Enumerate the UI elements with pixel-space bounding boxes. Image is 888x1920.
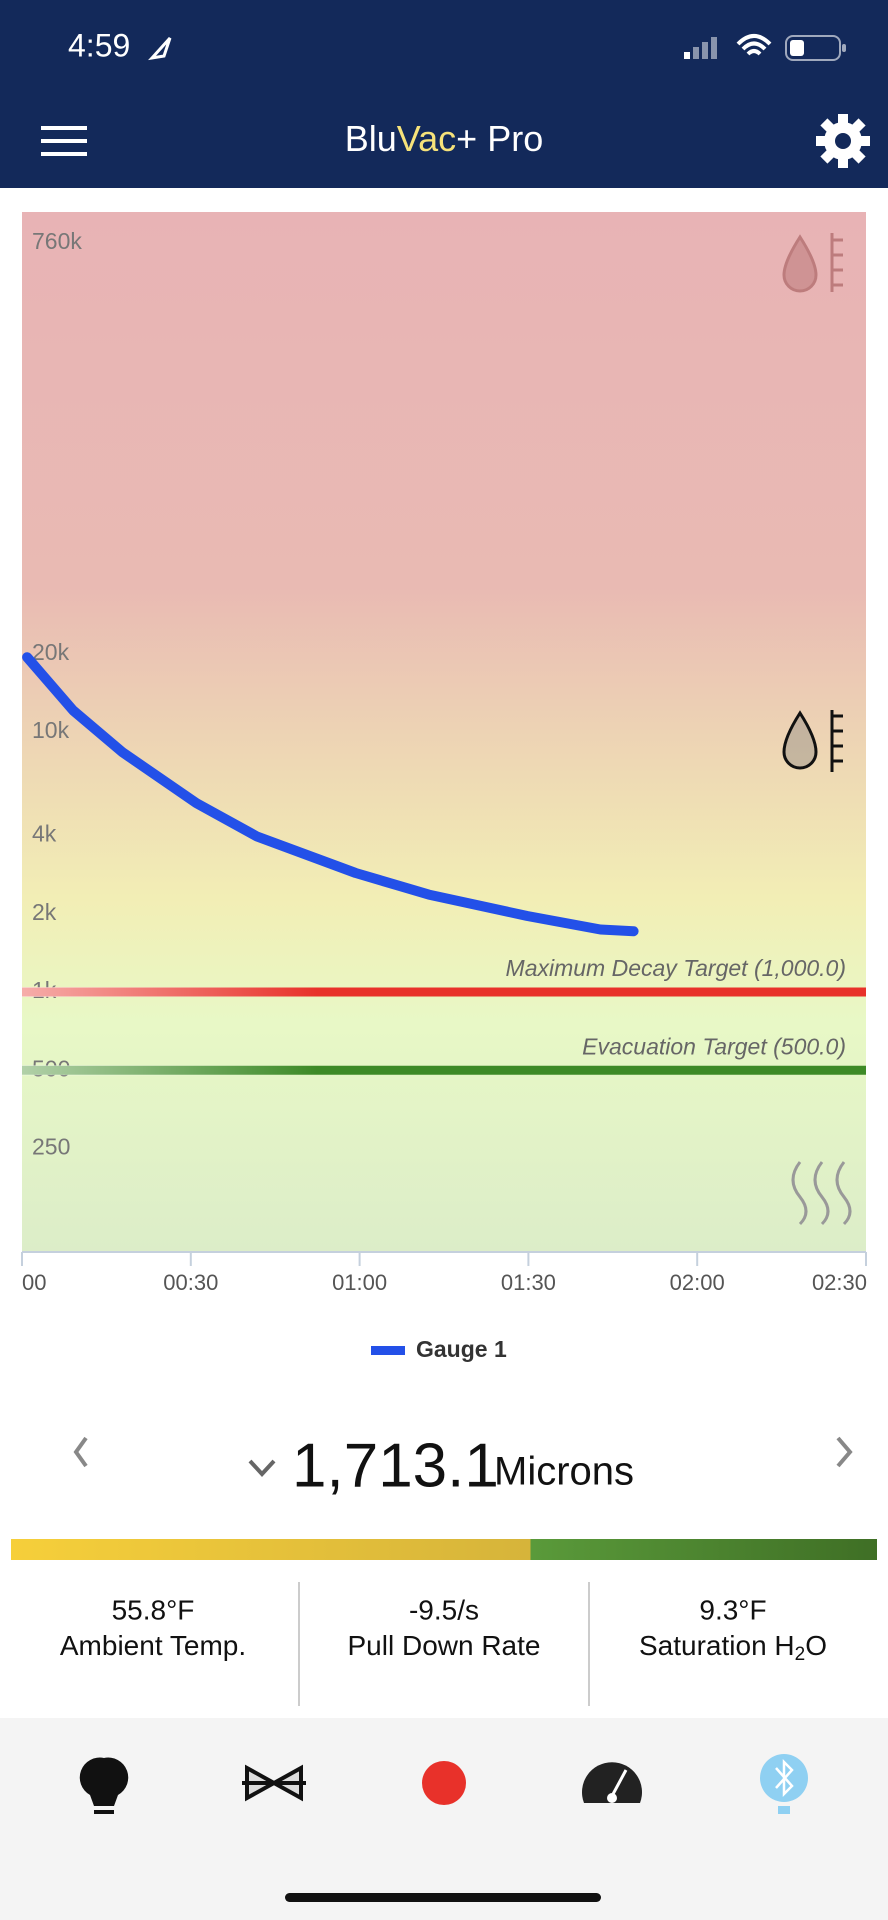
y-tick-label: 760k (32, 228, 82, 254)
stat-label: Ambient Temp. (60, 1630, 246, 1661)
threshold-fade (22, 1065, 866, 1076)
stat-label-part: Ambient Temp. (60, 1630, 246, 1661)
app-title: BluVac+ Pro (345, 118, 543, 159)
home-indicator (285, 1893, 601, 1902)
threshold-label: Evacuation Target (500.0) (582, 1033, 846, 1059)
tab-bluetooth[interactable] (760, 1754, 808, 1814)
x-tick-label: 00:30 (163, 1270, 218, 1295)
settings-button[interactable] (816, 114, 870, 168)
battery-icon (785, 35, 846, 61)
signal-icon (684, 37, 717, 59)
x-tick-label: 00 (22, 1270, 46, 1295)
series-line (22, 652, 639, 937)
tab-bar (0, 1718, 888, 1920)
prev-button[interactable] (73, 1436, 88, 1468)
legend-label[interactable]: Gauge 1 (416, 1336, 507, 1362)
stat-label: Pull Down Rate (348, 1630, 541, 1661)
x-tick-label: 02:30 (812, 1270, 867, 1295)
stat-label: Saturation H2O (639, 1630, 827, 1665)
humidity-icon (782, 233, 843, 293)
x-tick-label: 02:00 (670, 1270, 725, 1295)
y-tick-label: 250 (32, 1134, 70, 1160)
next-button[interactable] (836, 1436, 853, 1468)
legend-swatch (371, 1346, 405, 1355)
status-time: 4:59 (68, 27, 130, 63)
tab-valve[interactable] (242, 1764, 306, 1802)
stat-label-part: Saturation H (639, 1630, 795, 1661)
y-tick-label: 20k (32, 639, 70, 665)
menu-button[interactable] (41, 126, 87, 156)
x-tick-label: 01:30 (501, 1270, 556, 1295)
progress-bar (11, 1539, 877, 1560)
stat-value: -9.5/s (409, 1594, 479, 1625)
heat-icon (791, 1161, 852, 1226)
tab-record[interactable] (422, 1761, 466, 1805)
reading-unit: Microns (494, 1450, 634, 1494)
stat-value: 55.8°F (112, 1594, 195, 1625)
trend-indicator (248, 1459, 276, 1477)
location-icon (148, 36, 172, 61)
x-tick-label: 01:00 (332, 1270, 387, 1295)
threshold-fade (22, 987, 866, 997)
stat-label-part: O (805, 1630, 827, 1661)
stat-value: 9.3°F (699, 1594, 766, 1625)
y-tick-label: 10k (32, 717, 70, 743)
tab-light[interactable] (79, 1757, 129, 1814)
title-part: Blu (345, 118, 397, 159)
threshold-label: Maximum Decay Target (1,000.0) (506, 955, 846, 981)
stat-label-part: Pull Down Rate (348, 1630, 541, 1661)
moisture-icon (782, 710, 843, 772)
y-tick-label: 4k (32, 821, 57, 847)
title-part: Vac (397, 118, 456, 159)
tab-gauge[interactable] (582, 1762, 643, 1803)
plot-background (22, 212, 866, 1252)
title-part: + Pro (456, 118, 543, 159)
reading-value: 1,713.1 (292, 1431, 499, 1500)
y-tick-label: 2k (32, 899, 57, 925)
header-bar (0, 0, 888, 188)
wifi-icon (736, 34, 772, 56)
stat-label-part: 2 (795, 1644, 806, 1665)
